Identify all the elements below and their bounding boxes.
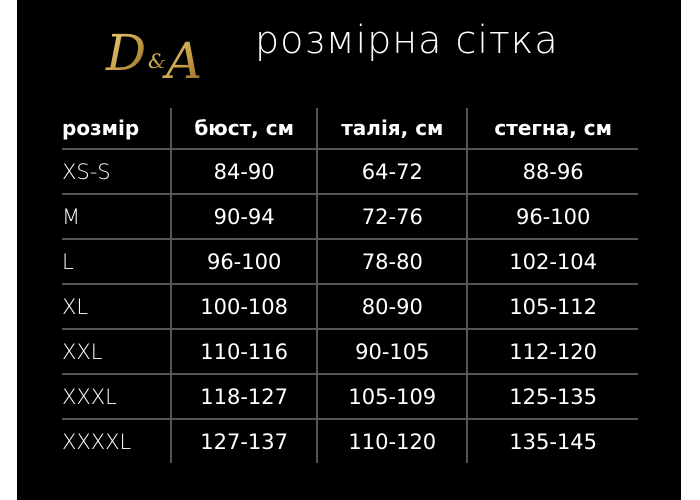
table-cell: 80-90 — [316, 283, 468, 329]
table-cell: 78-80 — [316, 238, 468, 284]
table-row: XXXXL 127-137 110-120 135-145 — [62, 418, 638, 463]
table-cell: L — [62, 238, 171, 284]
table-cell: XXL — [62, 328, 171, 374]
table-cell: 72-76 — [316, 193, 468, 239]
table-row: XXXL 118-127 105-109 125-135 — [62, 373, 638, 419]
table-cell: 105-109 — [316, 373, 468, 419]
table-row: XXL 110-116 90-105 112-120 — [62, 328, 638, 374]
column-header: талія, см — [316, 108, 468, 149]
table-cell: 110-116 — [169, 328, 318, 374]
table-cell: 64-72 — [316, 148, 468, 194]
table-cell: 90-105 — [316, 328, 468, 374]
table-cell: 84-90 — [169, 148, 318, 194]
table-cell: 105-112 — [466, 283, 638, 329]
table-cell: 90-94 — [169, 193, 318, 239]
table-cell: 112-120 — [466, 328, 638, 374]
table-row: L 96-100 78-80 102-104 — [62, 238, 638, 284]
header-row: розмір бюст, см талія, см стегна, см — [62, 108, 638, 149]
table-cell: 125-135 — [466, 373, 638, 419]
table-cell: 102-104 — [466, 238, 638, 284]
table-cell: 96-100 — [169, 238, 318, 284]
table-cell: XXXL — [62, 373, 171, 419]
table-cell: XL — [62, 283, 171, 329]
table-row: M 90-94 72-76 96-100 — [62, 193, 638, 239]
size-table: розмір бюст, см талія, см стегна, см XS-S 84… — [62, 108, 638, 463]
column-header: розмір — [62, 116, 140, 140]
column-header: бюст, см — [169, 108, 318, 149]
svg-text:&: & — [148, 49, 166, 73]
table-cell: 96-100 — [466, 193, 638, 239]
table-cell: 110-120 — [316, 418, 468, 463]
table-body: XS-S 84-90 64-72 88-96 M 90-94 72-76 96-100 L 96-… — [62, 148, 638, 463]
table-cell: M — [62, 193, 171, 239]
table-row: XS-S 84-90 64-72 88-96 — [62, 148, 638, 194]
table-row: XL 100-108 80-90 105-112 — [62, 283, 638, 329]
brand-logo: D & A — [105, 24, 202, 88]
column-header: стегна, см — [466, 108, 638, 149]
table-cell: XS-S — [62, 148, 171, 194]
table-cell: 88-96 — [466, 148, 638, 194]
table-cell: 135-145 — [466, 418, 638, 463]
table-cell: XXXXL — [62, 418, 171, 463]
svg-text:A: A — [162, 32, 202, 88]
table-cell: 127-137 — [169, 418, 318, 463]
table-cell: 100-108 — [169, 283, 318, 329]
table-cell: 118-127 — [169, 373, 318, 419]
page-title: розмірна сітка — [255, 18, 559, 62]
svg-text:D: D — [105, 24, 146, 82]
